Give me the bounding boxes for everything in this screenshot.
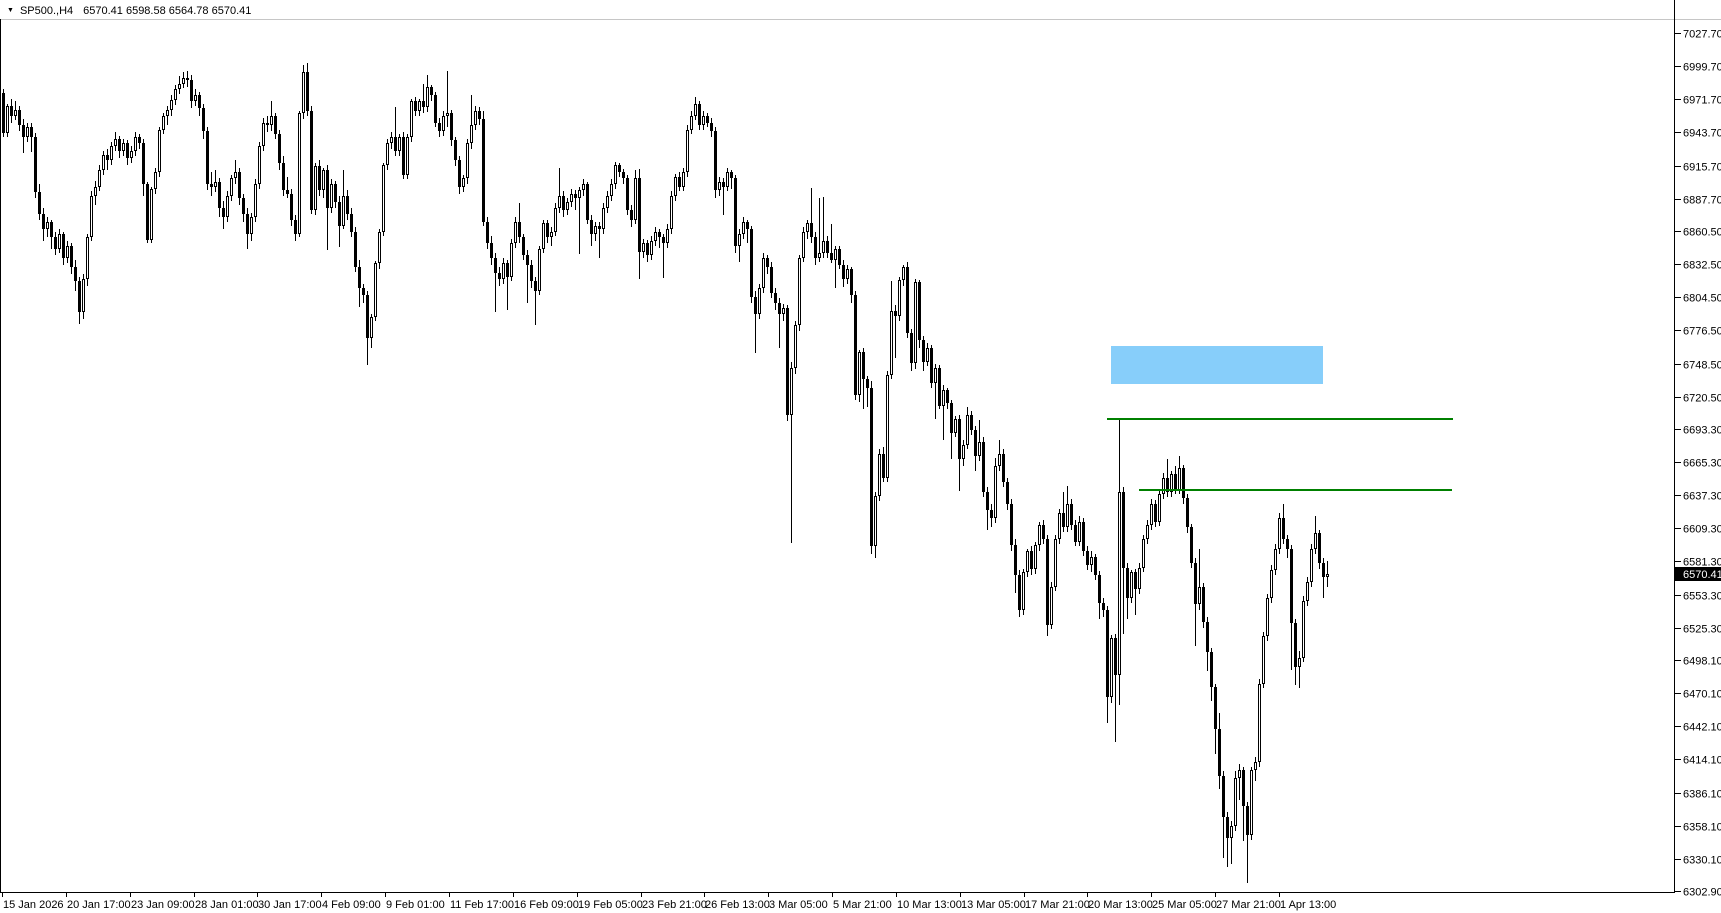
time-axis-label: 1 Apr 13:00 <box>1280 899 1336 911</box>
time-axis-label: 13 Mar 05:00 <box>961 899 1026 911</box>
price-axis-label: 6386.10 <box>1683 789 1721 801</box>
time-axis-label: 3 Mar 05:00 <box>769 899 828 911</box>
price-axis-label: 6330.10 <box>1683 855 1721 867</box>
time-axis-label: 25 Mar 05:00 <box>1152 899 1217 911</box>
price-axis-label: 6498.10 <box>1683 656 1721 668</box>
price-axis-label: 6581.30 <box>1683 557 1721 569</box>
time-axis-label: 19 Feb 05:00 <box>578 899 643 911</box>
time-axis-label: 9 Feb 01:00 <box>386 899 445 911</box>
price-axis-label: 6804.50 <box>1683 293 1721 305</box>
ohlc-values-label: 6570.41 6598.58 6564.78 6570.41 <box>83 4 252 17</box>
bear-candle-bodies <box>2 72 1325 838</box>
time-axis-label: 11 Feb 17:00 <box>450 899 514 911</box>
chart-title: ▼ SP500.,H4 6570.41 6598.58 6564.78 6570… <box>7 4 251 17</box>
collapse-panel-icon[interactable]: ▼ <box>7 7 14 14</box>
time-axis-label: 20 Mar 13:00 <box>1088 899 1153 911</box>
rectangle-object[interactable] <box>1111 346 1323 384</box>
time-axis-label: 23 Jan 09:00 <box>131 899 195 911</box>
price-axis-label: 6358.10 <box>1683 822 1721 834</box>
time-axis-label: 10 Mar 13:00 <box>897 899 962 911</box>
time-axis-label: 20 Jan 17:00 <box>67 899 131 911</box>
time-axis-label: 15 Jan 2026 <box>3 899 64 911</box>
time-axis-label: 23 Feb 21:00 <box>642 899 707 911</box>
time-axis[interactable]: 15 Jan 2026 20 Jan 17:00 23 Jan 09:00 28 Ja… <box>2 893 1337 911</box>
price-axis-label: 6832.50 <box>1683 260 1721 272</box>
price-axis-label: 7027.70 <box>1683 29 1721 41</box>
price-axis-label: 6553.30 <box>1683 591 1721 603</box>
time-axis-label: 17 Mar 21:00 <box>1025 899 1090 911</box>
price-axis-label: 6637.30 <box>1683 491 1721 503</box>
current-price-tag: 6570.41 <box>1675 567 1721 581</box>
time-axis-label: 27 Mar 21:00 <box>1216 899 1281 911</box>
price-axis-label: 6693.30 <box>1683 425 1721 437</box>
price-axis-label: 6665.30 <box>1683 458 1721 470</box>
price-axis-label: 6776.50 <box>1683 326 1721 338</box>
price-axis-label: 6720.50 <box>1683 393 1721 405</box>
symbol-period-label: SP500.,H4 <box>19 4 74 17</box>
time-axis-label: 4 Feb 09:00 <box>322 899 381 911</box>
price-axis-label: 6470.10 <box>1683 689 1721 701</box>
bull-candle-bodies <box>6 72 1329 838</box>
time-axis-label: 30 Jan 17:00 <box>258 899 322 911</box>
current-price-label: 6570.41 <box>1683 569 1721 581</box>
chart-objects <box>1107 346 1453 491</box>
chart-frame <box>0 0 1721 893</box>
price-axis-label: 6887.70 <box>1683 195 1721 207</box>
price-axis-label: 6609.30 <box>1683 524 1721 536</box>
candle-wicks <box>3 63 1328 883</box>
price-axis-label: 6525.30 <box>1683 624 1721 636</box>
price-axis[interactable]: 7027.70 6999.70 6971.70 6943.70 6915.70 6887.… <box>1674 29 1721 899</box>
time-axis-label: 28 Jan 01:00 <box>195 899 259 911</box>
candles <box>2 63 1329 883</box>
price-axis-label: 6442.10 <box>1683 722 1721 734</box>
price-axis-label: 6860.50 <box>1683 227 1721 239</box>
price-axis-label: 6971.70 <box>1683 95 1721 107</box>
price-axis-label: 6414.10 <box>1683 755 1721 767</box>
price-axis-label: 6915.70 <box>1683 162 1721 174</box>
price-axis-label: 6302.90 <box>1683 887 1721 899</box>
time-axis-label: 5 Mar 21:00 <box>833 899 892 911</box>
time-axis-label: 16 Feb 09:00 <box>514 899 579 911</box>
price-axis-label: 6999.70 <box>1683 62 1721 74</box>
price-axis-label: 6943.70 <box>1683 128 1721 140</box>
price-axis-label: 6748.50 <box>1683 360 1721 372</box>
time-axis-label: 26 Feb 13:00 <box>705 899 770 911</box>
